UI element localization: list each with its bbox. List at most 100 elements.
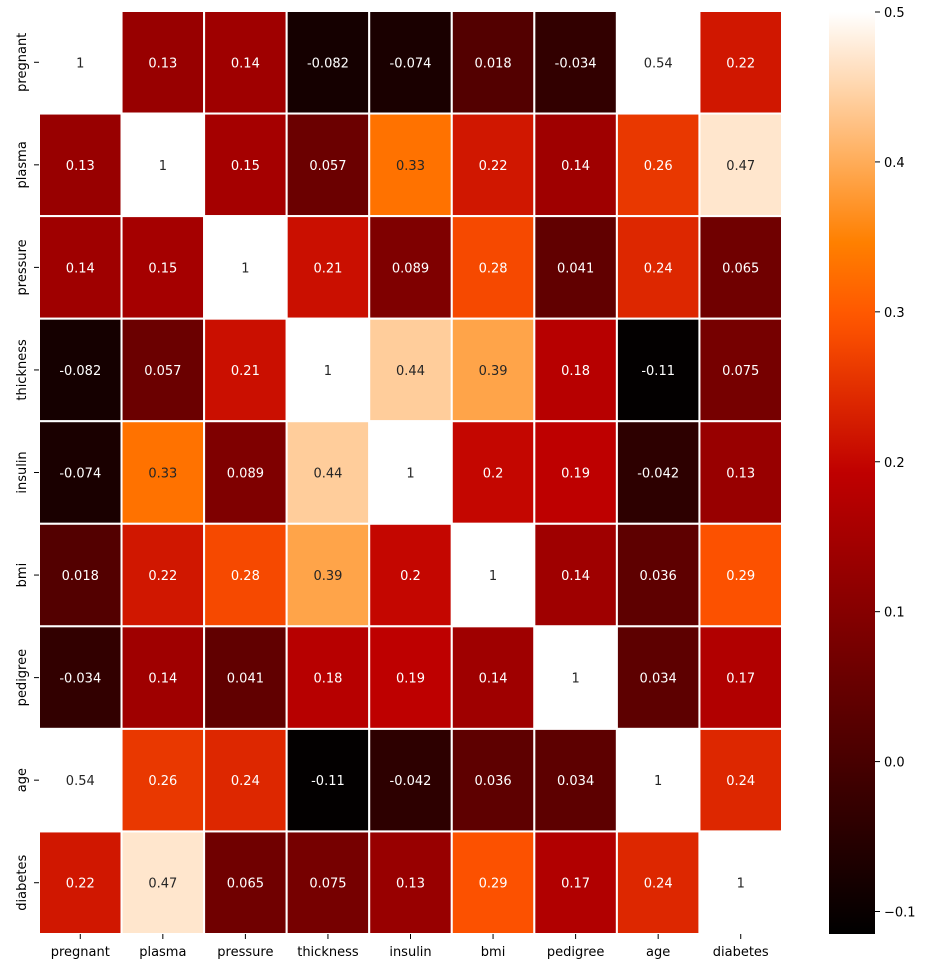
cell-annotation: 0.29: [726, 569, 755, 584]
cell-annotation: 0.47: [726, 159, 755, 174]
heatmap-cell: [203, 727, 288, 833]
cell-annotation: 1: [159, 159, 167, 174]
cell-annotation: 0.14: [148, 672, 177, 687]
cell-annotation: 0.47: [148, 877, 177, 892]
cell-annotation: 0.057: [144, 364, 181, 379]
x-axis: pregnant plasma pressure thickness insulin bm…: [51, 934, 769, 960]
heatmap-cell: [120, 625, 206, 730]
heatmap-cell: [698, 112, 784, 218]
cell-annotation: 0.24: [644, 877, 673, 892]
cell-annotation: 0.065: [227, 877, 264, 892]
heatmap-cell: [368, 215, 453, 320]
y-tick-label: bmi: [15, 563, 30, 588]
heatmap-cell: [368, 625, 453, 730]
cell-annotation: 1: [241, 261, 249, 276]
heatmap-cell: [38, 830, 123, 936]
heatmap-cell: [120, 522, 206, 628]
cell-annotation: 0.28: [479, 261, 508, 276]
cell-annotation: 0.22: [479, 159, 508, 174]
cell-annotation: 0.19: [396, 672, 425, 687]
colorbar-tick-label: 0.0: [884, 756, 905, 771]
x-tick-label: diabetes: [713, 945, 769, 960]
heatmap-cell: [120, 317, 206, 423]
colorbar-tick-label: 0.1: [884, 606, 905, 621]
heatmap-cell: [450, 522, 536, 628]
cell-annotation: 0.21: [313, 261, 342, 276]
heatmap-cell: [368, 112, 453, 218]
cell-annotation: 0.041: [557, 261, 594, 276]
heatmap-cell: [38, 522, 123, 628]
cell-annotation: 0.13: [66, 159, 95, 174]
heatmap-cell: [38, 625, 123, 730]
heatmap-cell: [698, 215, 784, 320]
heatmap-cells: [38, 10, 784, 936]
y-tick-label: pregnant: [15, 33, 30, 92]
y-tick-label: plasma: [15, 141, 30, 188]
heatmap-cell: [38, 317, 123, 423]
cell-annotation: 0.21: [231, 364, 260, 379]
cell-annotation: -0.11: [641, 364, 675, 379]
y-tick-label: diabetes: [15, 855, 30, 911]
heatmap-cell: [285, 215, 371, 320]
heatmap-cell: [450, 830, 536, 936]
cell-annotation: 0.19: [561, 467, 590, 482]
cell-annotation: 0.18: [561, 364, 590, 379]
y-tick-label: pressure: [15, 239, 30, 295]
cell-annotation: 0.54: [66, 774, 95, 789]
cell-annotation: 0.44: [396, 364, 425, 379]
y-tick-label: age: [15, 768, 30, 792]
heatmap-cell: [38, 420, 123, 525]
cell-annotation: 0.22: [726, 56, 755, 71]
cell-annotation: -0.074: [59, 467, 101, 482]
heatmap-cell: [368, 727, 453, 833]
heatmap-cell: [203, 830, 288, 936]
heatmap-cell: [120, 830, 206, 936]
cell-annotation: 0.22: [66, 877, 95, 892]
heatmap-cell: [285, 727, 371, 833]
heatmap-cell: [120, 215, 206, 320]
heatmap-cell: [38, 10, 123, 115]
cell-annotation: 0.15: [231, 159, 260, 174]
heatmap-cell: [368, 830, 453, 936]
colorbar-tick-label: 0.2: [884, 456, 905, 471]
cell-annotation: 0.54: [644, 56, 673, 71]
cell-annotation: 0.39: [313, 569, 342, 584]
cell-annotation: -0.034: [555, 56, 597, 71]
cell-annotation: 0.057: [309, 159, 346, 174]
colorbar-gradient: [829, 12, 875, 934]
heatmap-cell: [285, 522, 371, 628]
x-tick-label: pressure: [217, 945, 273, 960]
cell-annotation: 0.33: [396, 159, 425, 174]
heatmap-cell: [203, 215, 288, 320]
x-tick-label: bmi: [481, 945, 506, 960]
cell-annotation: 0.24: [231, 774, 260, 789]
cell-annotation: 0.14: [66, 261, 95, 276]
cell-annotation: 0.24: [644, 261, 673, 276]
heatmap-cell: [615, 112, 701, 218]
x-tick-label: plasma: [139, 945, 186, 960]
heatmap-cell: [38, 727, 123, 833]
cell-annotation: 0.13: [396, 877, 425, 892]
y-tick-label: thickness: [15, 339, 30, 401]
heatmap-cell: [698, 727, 784, 833]
heatmap-annotations: 1 0.13 0.14 -0.082 -0.074 0.018 -0.034 0.54 0.22…: [59, 56, 759, 891]
cell-annotation: -0.042: [637, 467, 679, 482]
cell-annotation: 0.041: [227, 672, 264, 687]
heatmap-cell: [533, 420, 618, 525]
heatmap-cell: [285, 830, 371, 936]
heatmap-cell: [533, 625, 618, 730]
cell-annotation: 1: [571, 672, 579, 687]
colorbar: 0.5 0.4 0.3 0.2 0.1 0.0 −0.1: [829, 6, 916, 934]
heatmap-cell: [615, 10, 701, 115]
cell-annotation: 0.26: [644, 159, 673, 174]
cell-annotation: 0.14: [231, 56, 260, 71]
cell-annotation: 0.15: [148, 261, 177, 276]
heatmap-cell: [698, 522, 784, 628]
cell-annotation: 0.17: [726, 672, 755, 687]
y-axis: pregnant plasma pressure thickness insulin bm…: [15, 33, 39, 911]
cell-annotation: 0.18: [313, 672, 342, 687]
cell-annotation: 1: [76, 56, 84, 71]
cell-annotation: 0.28: [231, 569, 260, 584]
cell-annotation: 1: [737, 877, 745, 892]
